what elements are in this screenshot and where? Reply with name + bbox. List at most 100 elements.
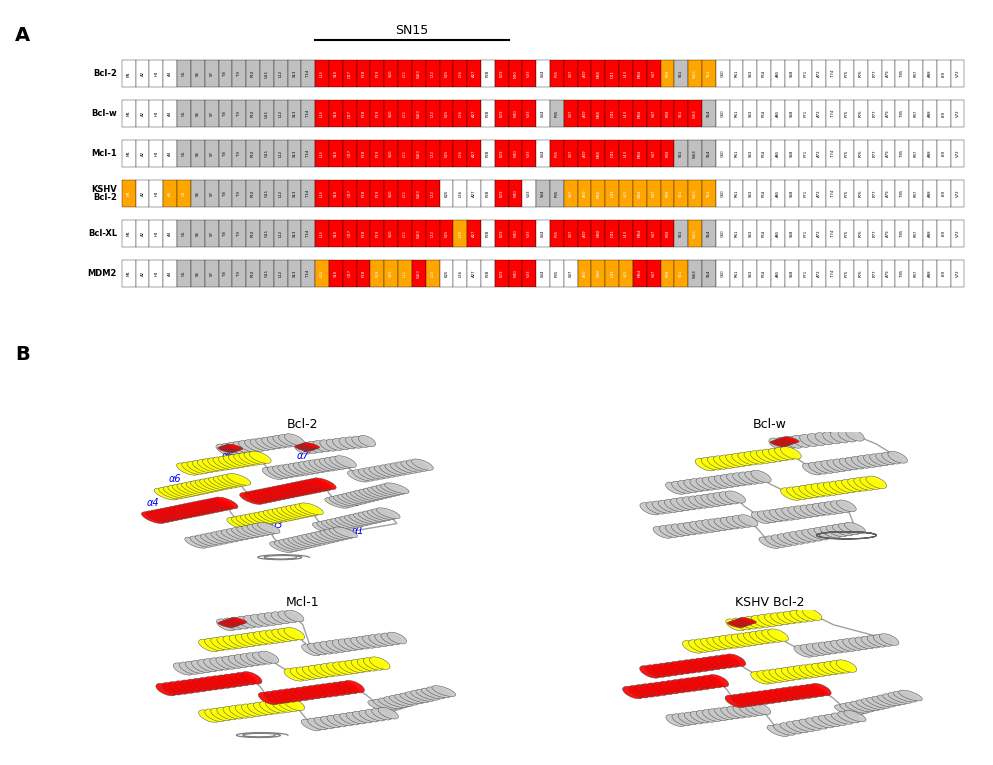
Ellipse shape <box>327 715 348 727</box>
Ellipse shape <box>837 640 856 651</box>
Bar <box>619 100 633 127</box>
Text: S68: S68 <box>789 150 793 157</box>
Text: S6: S6 <box>196 71 200 76</box>
Ellipse shape <box>837 500 856 512</box>
Text: S54: S54 <box>707 190 711 197</box>
Ellipse shape <box>164 507 188 519</box>
Ellipse shape <box>326 683 347 695</box>
Text: T74: T74 <box>831 70 835 77</box>
Bar <box>882 180 896 207</box>
Ellipse shape <box>839 458 859 470</box>
Ellipse shape <box>271 487 295 498</box>
Text: P64: P64 <box>762 70 767 77</box>
Bar <box>771 180 784 207</box>
Ellipse shape <box>792 486 813 499</box>
Ellipse shape <box>773 441 788 446</box>
Text: S13: S13 <box>293 150 297 157</box>
Ellipse shape <box>787 506 807 519</box>
Bar <box>508 180 522 207</box>
Bar <box>550 220 564 247</box>
Ellipse shape <box>238 441 259 452</box>
Ellipse shape <box>652 501 672 513</box>
Ellipse shape <box>873 634 893 646</box>
Ellipse shape <box>183 503 207 516</box>
Text: C60: C60 <box>721 70 725 77</box>
Ellipse shape <box>777 612 796 623</box>
Ellipse shape <box>401 461 423 472</box>
Bar <box>288 100 302 127</box>
Ellipse shape <box>374 634 394 646</box>
Bar <box>646 140 660 167</box>
Bar <box>508 60 522 87</box>
Ellipse shape <box>725 654 746 666</box>
Text: S68: S68 <box>789 110 793 117</box>
Ellipse shape <box>302 443 318 449</box>
Text: N30: N30 <box>513 230 517 237</box>
Ellipse shape <box>653 682 674 695</box>
Ellipse shape <box>807 529 829 540</box>
Text: S16: S16 <box>334 150 338 157</box>
Text: S37: S37 <box>569 70 573 77</box>
Bar <box>854 140 868 167</box>
Ellipse shape <box>411 459 433 470</box>
Bar <box>592 100 606 127</box>
Ellipse shape <box>732 620 748 627</box>
Ellipse shape <box>185 537 208 549</box>
Bar <box>646 60 660 87</box>
Text: A27: A27 <box>472 150 476 158</box>
Ellipse shape <box>768 629 788 641</box>
Ellipse shape <box>223 455 245 467</box>
Ellipse shape <box>877 695 901 706</box>
Text: W23: W23 <box>417 149 421 158</box>
Ellipse shape <box>247 633 268 645</box>
Ellipse shape <box>347 493 370 503</box>
Bar <box>481 100 495 127</box>
Text: L15: L15 <box>320 230 324 237</box>
Text: K25: K25 <box>445 150 449 157</box>
Ellipse shape <box>846 429 864 441</box>
Bar <box>633 259 646 287</box>
Ellipse shape <box>861 698 885 709</box>
Bar <box>840 100 854 127</box>
Ellipse shape <box>351 637 370 649</box>
Text: L12: L12 <box>279 190 283 197</box>
Ellipse shape <box>302 666 323 679</box>
Text: S63: S63 <box>749 70 753 77</box>
Text: S37: S37 <box>569 190 573 197</box>
Ellipse shape <box>683 678 704 690</box>
Text: P49: P49 <box>665 230 669 237</box>
Ellipse shape <box>230 617 249 629</box>
Ellipse shape <box>776 509 795 520</box>
Ellipse shape <box>768 689 788 702</box>
Ellipse shape <box>286 506 310 517</box>
Text: A39: A39 <box>583 150 587 158</box>
Text: V33: V33 <box>527 190 531 197</box>
Ellipse shape <box>353 711 372 723</box>
Ellipse shape <box>295 687 316 700</box>
Ellipse shape <box>894 692 918 702</box>
Text: T9: T9 <box>237 111 241 116</box>
Ellipse shape <box>751 470 772 483</box>
Ellipse shape <box>830 640 850 653</box>
Bar <box>302 60 315 87</box>
Text: A65: A65 <box>776 230 780 237</box>
Ellipse shape <box>639 503 660 515</box>
Ellipse shape <box>298 444 314 451</box>
Ellipse shape <box>258 489 282 501</box>
Text: A88: A88 <box>927 150 931 158</box>
Text: T14: T14 <box>306 70 310 77</box>
Ellipse shape <box>290 505 315 516</box>
Text: P35: P35 <box>555 190 559 197</box>
Ellipse shape <box>762 690 782 702</box>
Text: M44: M44 <box>638 189 641 197</box>
Ellipse shape <box>769 448 789 461</box>
Text: F18: F18 <box>361 269 365 277</box>
Text: S7: S7 <box>210 231 213 236</box>
Text: T9: T9 <box>237 271 241 275</box>
Ellipse shape <box>253 702 274 715</box>
Ellipse shape <box>713 493 734 505</box>
Ellipse shape <box>789 610 809 622</box>
Bar <box>426 180 440 207</box>
Bar <box>454 220 467 247</box>
Bar <box>716 60 730 87</box>
